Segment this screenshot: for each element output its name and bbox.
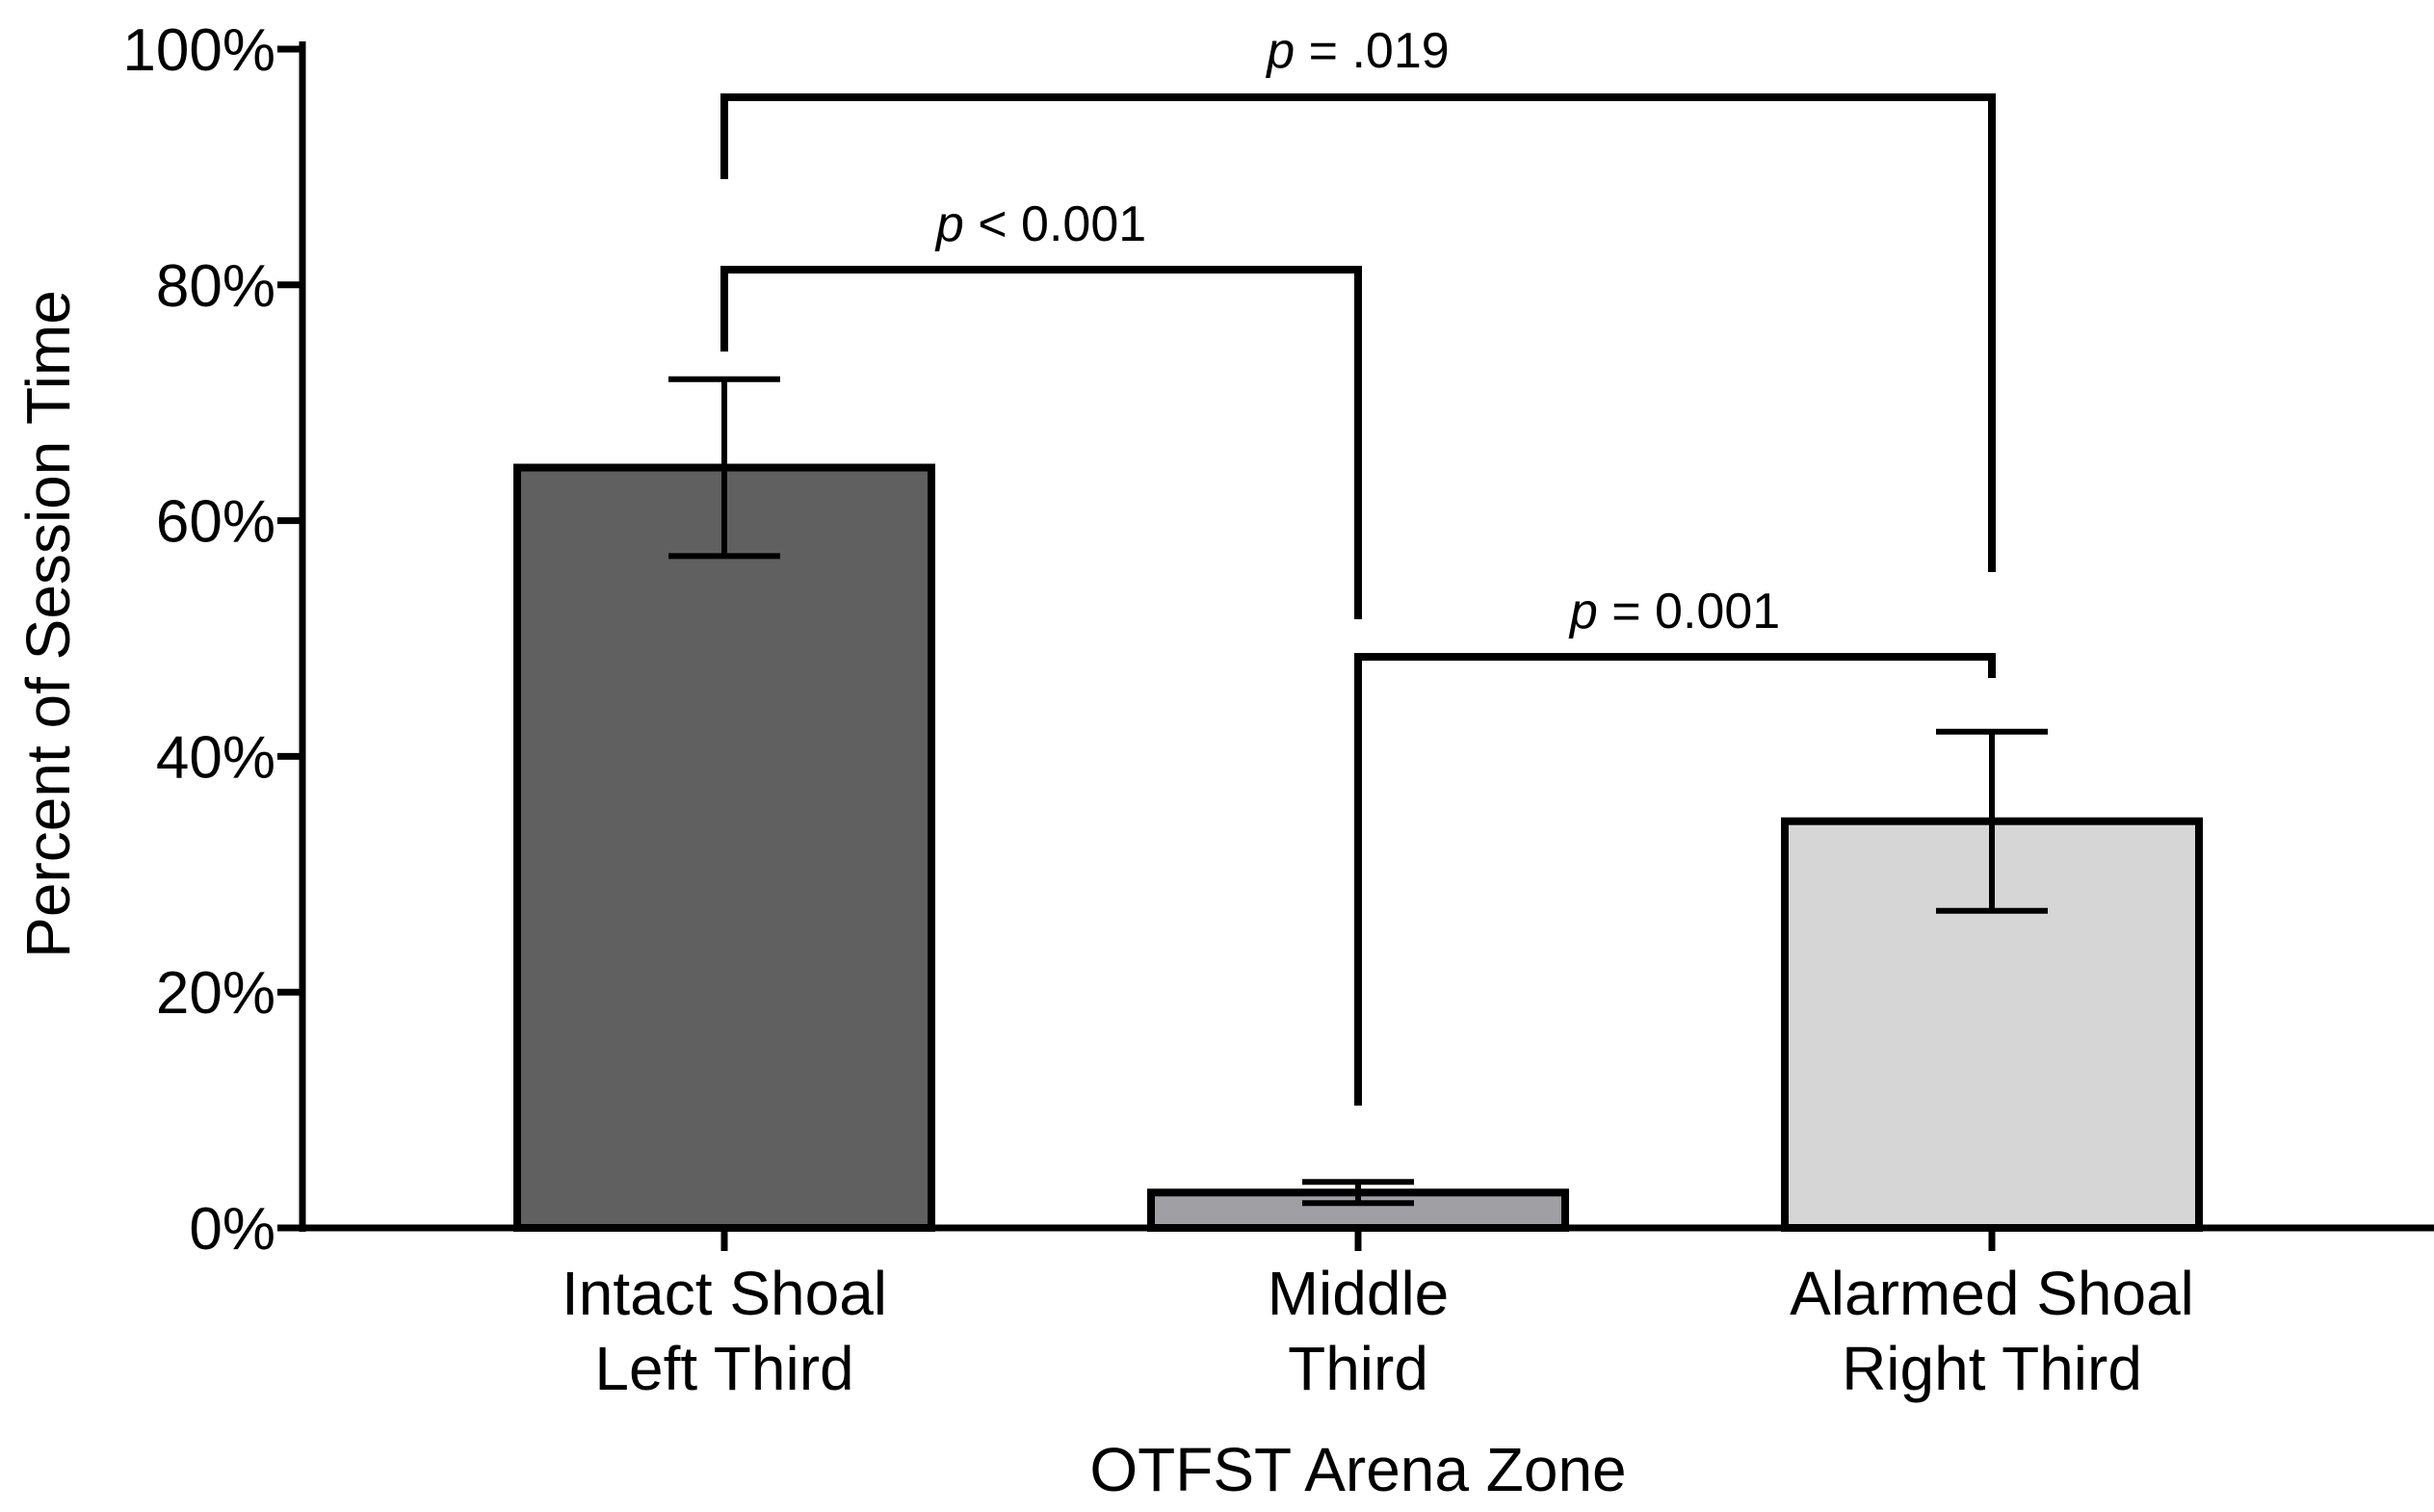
y-tick-label-5: 100% (122, 17, 275, 84)
y-tick-label-2: 40% (156, 724, 275, 791)
bar-0 (513, 463, 935, 1232)
y-tick-label-0: 0% (189, 1196, 275, 1263)
y-axis-title: Percent of Session Time (13, 290, 83, 958)
y-tick-label-3: 60% (156, 489, 275, 556)
significance-label-2: p = .019 (1265, 23, 1449, 79)
significance-label-1: p = 0.001 (1568, 584, 1780, 639)
y-tick-label-1: 20% (156, 960, 275, 1027)
significance-bracket-1 (1354, 653, 1996, 1106)
x-tick-label-0: Intact Shoal Left Third (562, 1259, 887, 1403)
x-tick-label-1: Middle Third (1268, 1259, 1450, 1403)
significance-bracket-2 (720, 93, 1996, 572)
significance-label-0: p < 0.001 (934, 196, 1146, 252)
x-tick-label-2: Alarmed Shoal Right Third (1790, 1259, 2194, 1403)
significance-bracket-0 (720, 266, 1362, 619)
y-tick-label-4: 80% (156, 253, 275, 320)
x-axis-title: OTFST Arena Zone (1089, 1435, 1626, 1504)
